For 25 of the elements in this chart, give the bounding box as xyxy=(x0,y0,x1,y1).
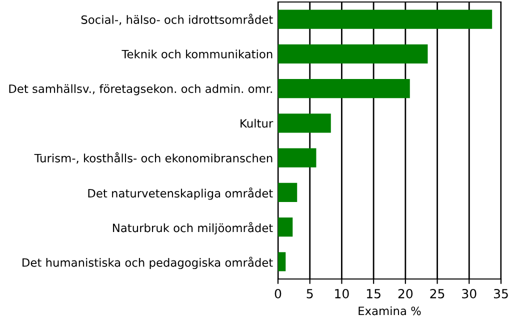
y-tick-label: Det samhällsv., företagsekon. och admin. omr. xyxy=(9,84,272,96)
y-tick-label: Kultur xyxy=(240,118,274,128)
y-tick-label: Det humanistiska och pedagogiska området xyxy=(22,256,273,270)
bar xyxy=(278,218,293,237)
bar xyxy=(278,252,286,272)
x-tick-label: 0 xyxy=(274,288,282,298)
x-tick-label: 5 xyxy=(306,289,313,298)
y-tick-label: Naturbruk och miljöområdet xyxy=(113,222,273,234)
bar xyxy=(278,10,492,29)
x-tick-label: 30 xyxy=(462,288,476,298)
y-tick-label: Turism-, kosthålls- och ekonomibranschen xyxy=(34,152,272,164)
x-tick-label: 15 xyxy=(366,289,380,298)
bar xyxy=(278,44,428,64)
x-tick-label: 35 xyxy=(494,288,508,298)
y-tick-label: Det naturvetenskapliga området xyxy=(88,187,273,200)
x-tick-label: 10 xyxy=(335,288,349,298)
x-tick-label: 25 xyxy=(430,288,444,298)
y-tick-label: Social-, hälso- och idrottsområdet xyxy=(81,14,273,26)
x-axis-title: Examina % xyxy=(358,306,421,316)
y-tick-label: Teknik och kommunikation xyxy=(122,50,272,58)
bar xyxy=(278,148,316,168)
x-tick-label: 20 xyxy=(398,288,413,298)
bar xyxy=(278,182,298,202)
bar xyxy=(278,79,410,98)
bar xyxy=(278,114,331,133)
